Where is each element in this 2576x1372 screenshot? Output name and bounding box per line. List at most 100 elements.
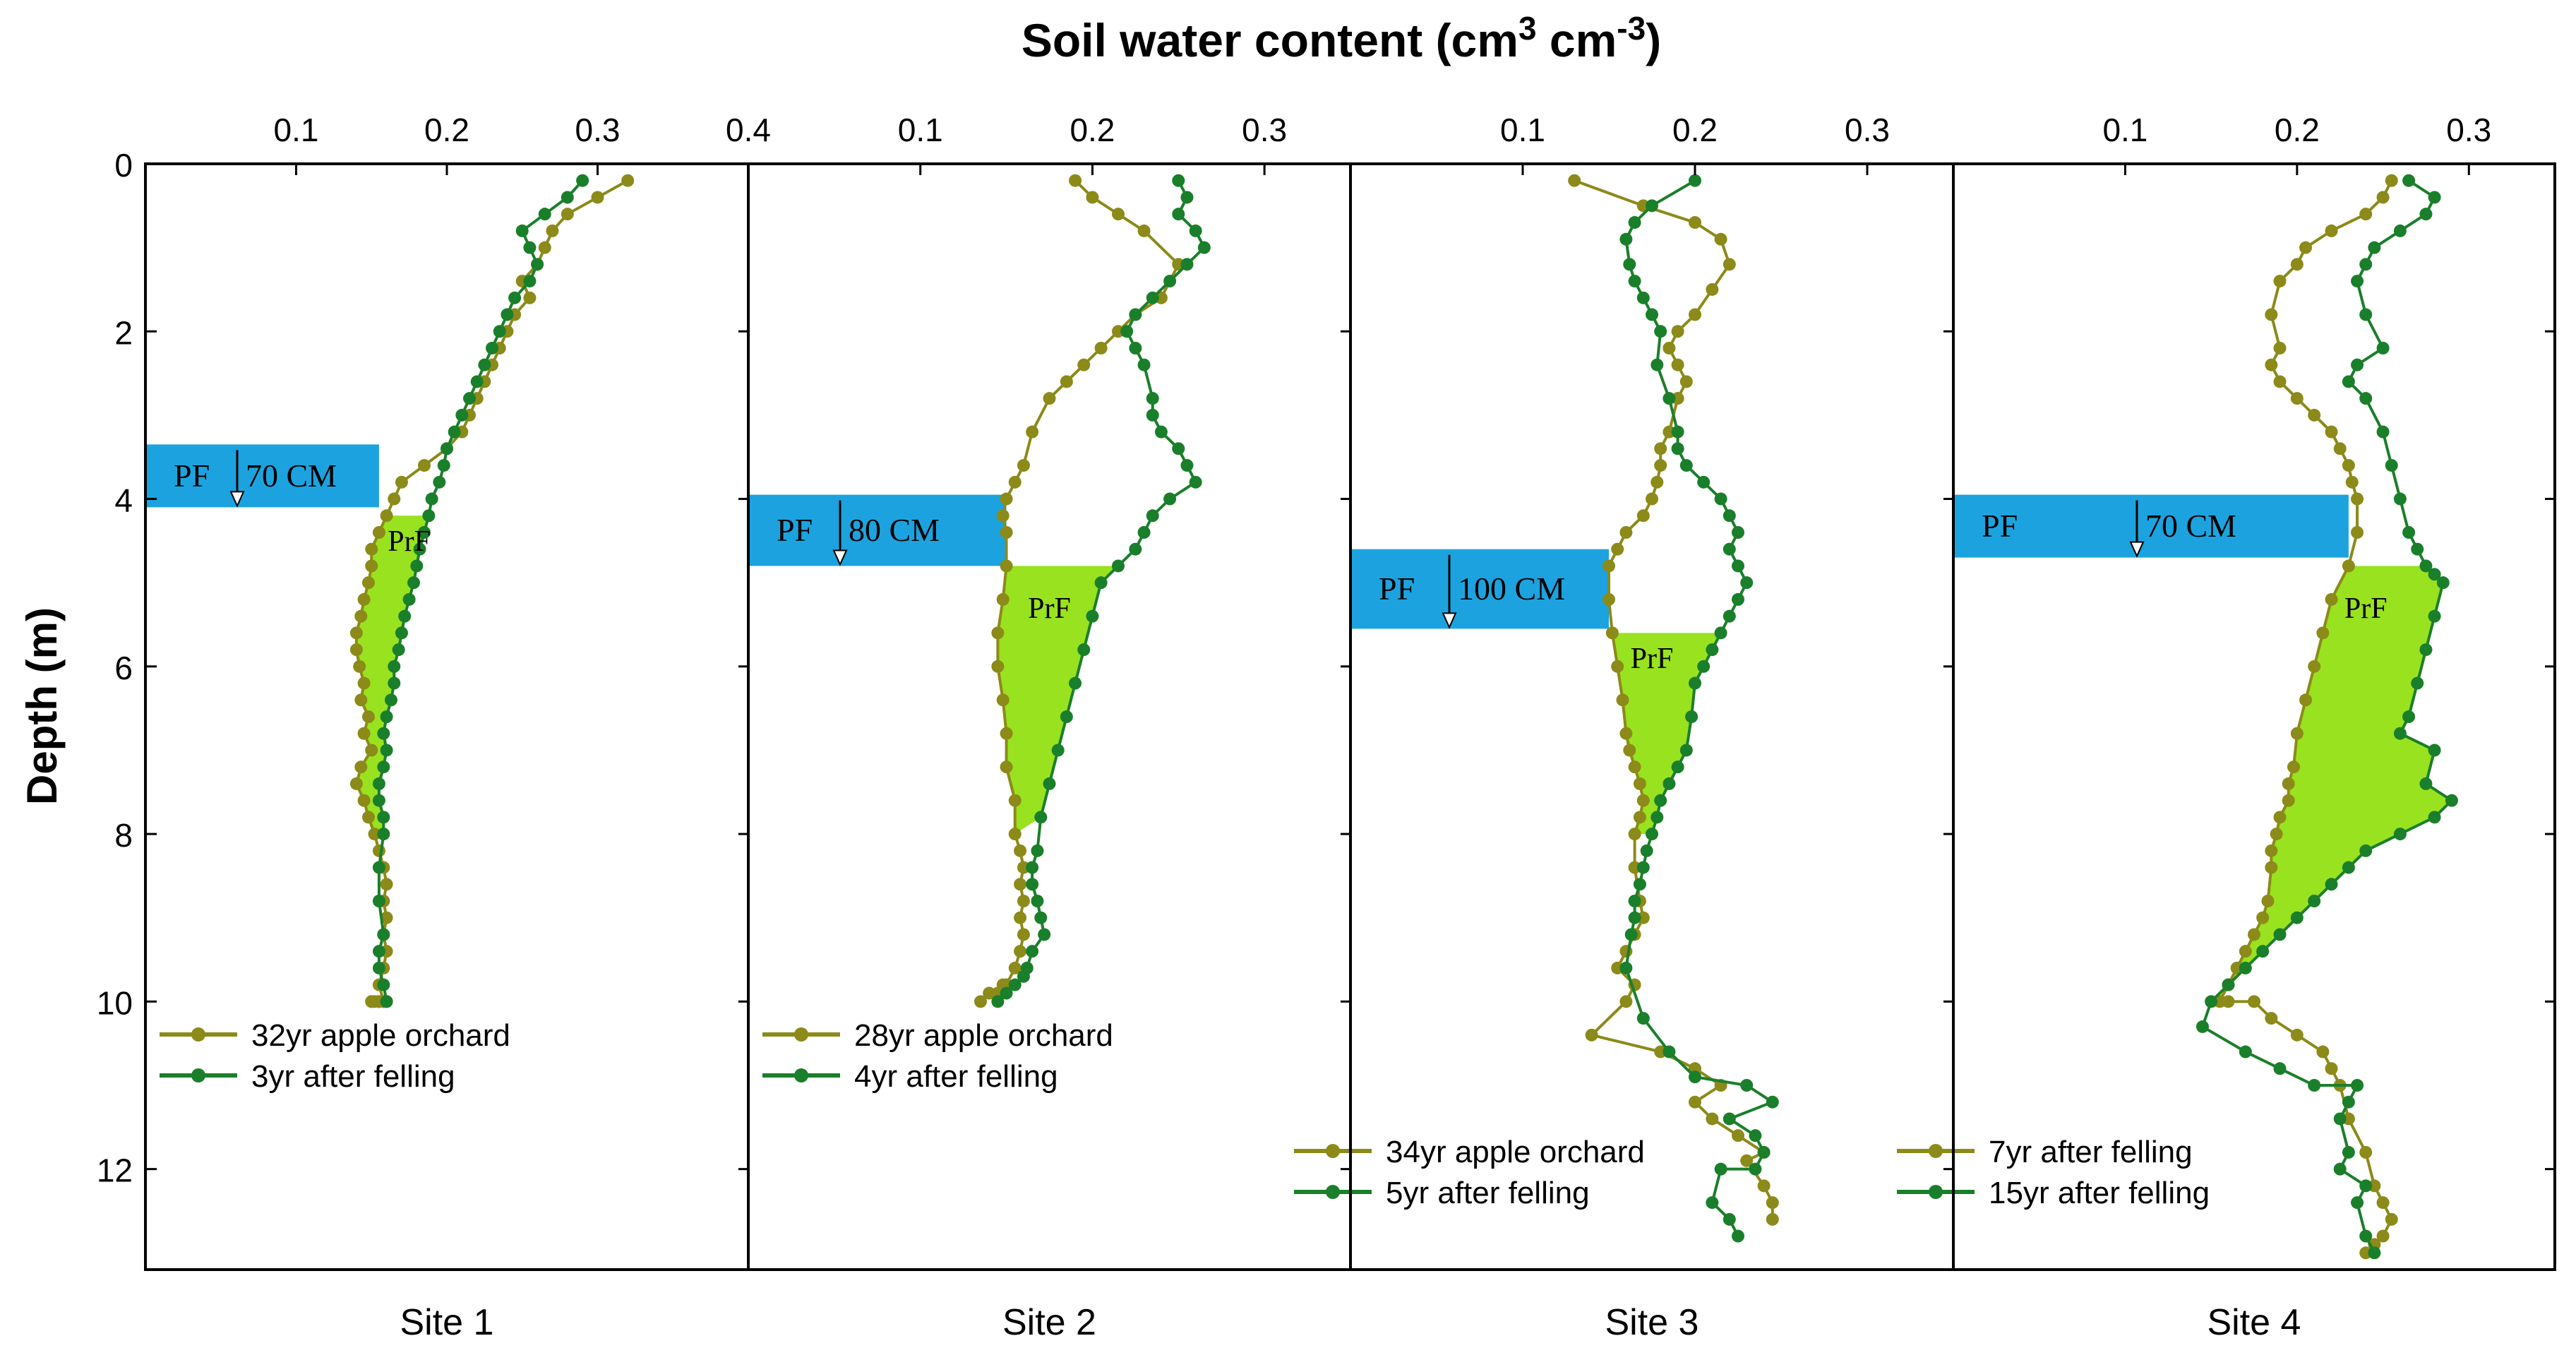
- data-point: [395, 626, 408, 640]
- data-point: [1154, 425, 1168, 439]
- data-point: [2273, 1062, 2287, 1075]
- data-point: [372, 777, 385, 790]
- data-point: [991, 626, 1005, 640]
- data-point: [2239, 1045, 2252, 1058]
- data-point: [372, 526, 385, 539]
- data-point: [372, 945, 385, 958]
- data-point: [2333, 442, 2347, 455]
- data-point: [1017, 459, 1030, 472]
- data-point: [2419, 643, 2433, 657]
- x-tick-label: 0.2: [424, 112, 469, 148]
- data-point: [1619, 232, 1633, 246]
- data-point: [1077, 643, 1091, 657]
- data-point: [385, 693, 398, 707]
- data-point: [1619, 995, 1633, 1008]
- data-point: [1094, 576, 1108, 590]
- data-point: [377, 811, 390, 824]
- prf-label: PrF: [1028, 592, 1071, 625]
- x-tick-label: 0.2: [1672, 112, 1718, 148]
- data-point: [1605, 626, 1619, 640]
- data-point: [357, 727, 371, 740]
- data-point: [1026, 425, 1039, 439]
- data-point: [365, 542, 378, 556]
- data-point: [2195, 1020, 2209, 1033]
- data-point: [1732, 592, 1744, 606]
- data-point: [996, 693, 1010, 707]
- data-point: [361, 811, 375, 824]
- data-point: [561, 191, 574, 204]
- data-point: [1654, 794, 1667, 807]
- data-point: [2308, 1079, 2321, 1092]
- data-point: [1000, 986, 1013, 1000]
- data-point: [1740, 1079, 1754, 1092]
- data-point: [410, 559, 424, 573]
- y-axis-label: Depth (m): [18, 607, 66, 805]
- data-point: [2419, 777, 2433, 790]
- y-tick-label: 12: [97, 1152, 133, 1189]
- data-point: [2316, 626, 2330, 640]
- data-point: [377, 828, 390, 841]
- pf-arrow-head: [2129, 541, 2145, 559]
- data-point: [1094, 342, 1108, 354]
- data-point: [2393, 828, 2407, 841]
- data-point: [531, 258, 544, 271]
- legend-label: 5yr after felling: [1386, 1176, 1590, 1210]
- data-point: [1120, 325, 1134, 338]
- data-point: [1163, 275, 1177, 288]
- data-point: [2419, 208, 2433, 221]
- data-point: [2290, 727, 2304, 740]
- pf-label: PF: [777, 512, 813, 548]
- data-point: [1611, 542, 1624, 556]
- data-point: [2273, 275, 2287, 288]
- x-tick-label: 0.3: [1242, 112, 1287, 148]
- data-point: [1663, 392, 1676, 405]
- pf-arrow-head: [832, 549, 848, 566]
- data-point: [1636, 509, 1650, 523]
- data-point: [1697, 475, 1711, 489]
- data-point: [1146, 509, 1159, 523]
- data-point: [1689, 174, 1701, 187]
- prf-label: PrF: [2344, 592, 2388, 625]
- data-point: [2359, 208, 2373, 221]
- x-tick-label: 0.3: [1845, 112, 1890, 148]
- data-point: [983, 986, 996, 1000]
- y-tick-label: 0: [114, 147, 133, 184]
- data-point: [2359, 1179, 2373, 1193]
- data-point: [2299, 241, 2313, 254]
- data-point: [1689, 1095, 1701, 1109]
- data-point: [2282, 794, 2295, 807]
- data-point: [2270, 828, 2283, 841]
- data-point: [1069, 676, 1082, 690]
- data-point: [372, 961, 385, 974]
- data-point: [1180, 258, 1194, 271]
- data-point: [1651, 475, 1664, 489]
- legend-label: 4yr after felling: [854, 1059, 1058, 1094]
- data-point: [1685, 710, 1699, 723]
- data-point: [1628, 895, 1641, 907]
- data-point: [2351, 1079, 2364, 1092]
- data-point: [1766, 1212, 1779, 1226]
- data-point: [2419, 559, 2433, 573]
- data-point: [1671, 425, 1684, 439]
- data-point: [1034, 911, 1048, 924]
- data-point: [2222, 978, 2235, 991]
- data-point: [2290, 392, 2304, 405]
- data-point: [1654, 325, 1667, 338]
- data-point: [2308, 408, 2321, 422]
- data-point: [1026, 878, 1039, 891]
- series-line: [1574, 179, 1774, 1219]
- panel-frame: [144, 162, 750, 1271]
- data-point: [523, 275, 537, 288]
- data-point: [1034, 811, 1048, 824]
- data-point: [425, 492, 438, 506]
- data-point: [2376, 191, 2390, 204]
- data-point: [2428, 568, 2441, 581]
- y-tick-label: 8: [114, 817, 133, 854]
- data-point: [1189, 224, 1202, 237]
- data-point: [1723, 1112, 1736, 1126]
- data-point: [2359, 258, 2373, 271]
- data-point: [996, 509, 1010, 523]
- data-point: [1723, 258, 1736, 271]
- data-point: [546, 224, 559, 237]
